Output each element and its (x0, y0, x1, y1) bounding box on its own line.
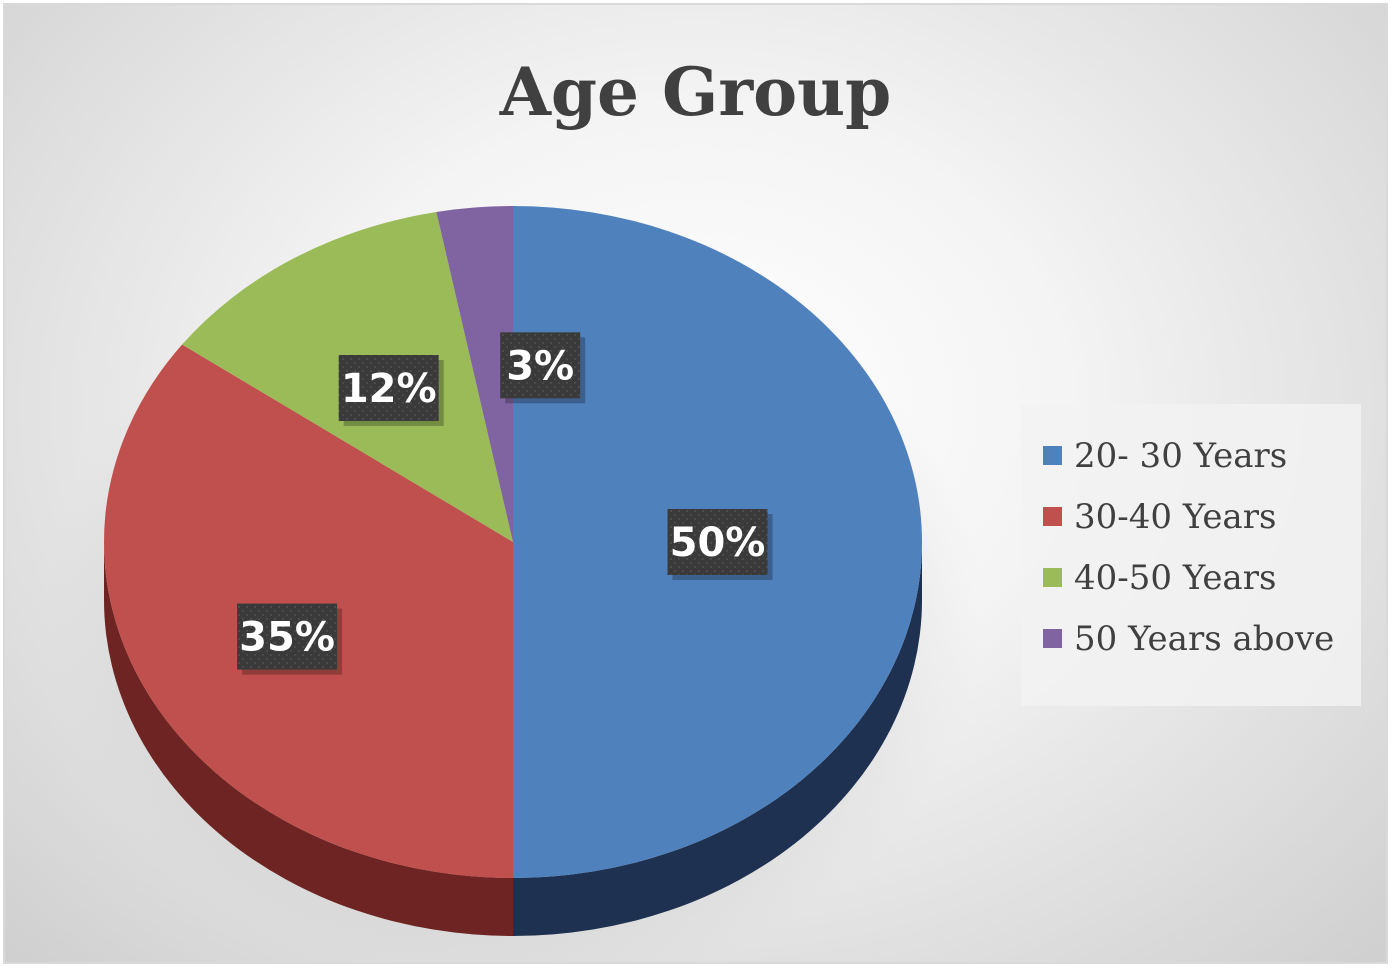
legend-item: 30-40 Years (1043, 479, 1361, 554)
legend-swatch-40-50 (1043, 568, 1062, 587)
pie-data-labels: 50% 35% 12% 3% (237, 332, 773, 675)
pie-slices (103, 206, 922, 879)
legend-swatch-30-40 (1043, 507, 1062, 526)
data-label-box (667, 509, 768, 575)
data-label-text: 3% (506, 343, 574, 389)
data-label: 35% (237, 603, 343, 675)
data-label-box (237, 603, 338, 670)
data-label: 50% (667, 509, 773, 580)
data-label: 12% (338, 354, 444, 426)
pie-slice-side (513, 542, 922, 936)
pie-slice-side (104, 542, 513, 936)
chart-area: Age Group 50% 35% 12% 3% 20- 30 (3, 3, 1388, 964)
data-label-box (338, 354, 439, 421)
legend-item: 20- 30 Years (1043, 418, 1361, 493)
legend-label: 30-40 Years (1074, 496, 1277, 537)
legend-label: 50 Years above (1074, 618, 1335, 659)
data-label: 3% (500, 332, 586, 404)
legend-item: 50 Years above (1043, 601, 1361, 676)
pie-slice (436, 206, 513, 542)
chart-title: Age Group (499, 53, 892, 131)
pie-sides (104, 542, 922, 936)
legend-swatch-20-30 (1043, 446, 1062, 465)
legend-label: 20- 30 Years (1074, 435, 1288, 476)
pie-chart: 50% 35% 12% 3% (44, 206, 982, 962)
legend: 20- 30 Years 30-40 Years 40-50 Years 50 … (1021, 404, 1361, 706)
legend-swatch-50-above (1043, 629, 1062, 648)
data-label-text: 12% (341, 366, 437, 412)
legend-item: 40-50 Years (1043, 540, 1361, 615)
data-label-text: 35% (239, 615, 335, 661)
data-label-text: 50% (670, 520, 766, 566)
legend-label: 40-50 Years (1074, 557, 1277, 598)
data-label-box (500, 332, 581, 399)
